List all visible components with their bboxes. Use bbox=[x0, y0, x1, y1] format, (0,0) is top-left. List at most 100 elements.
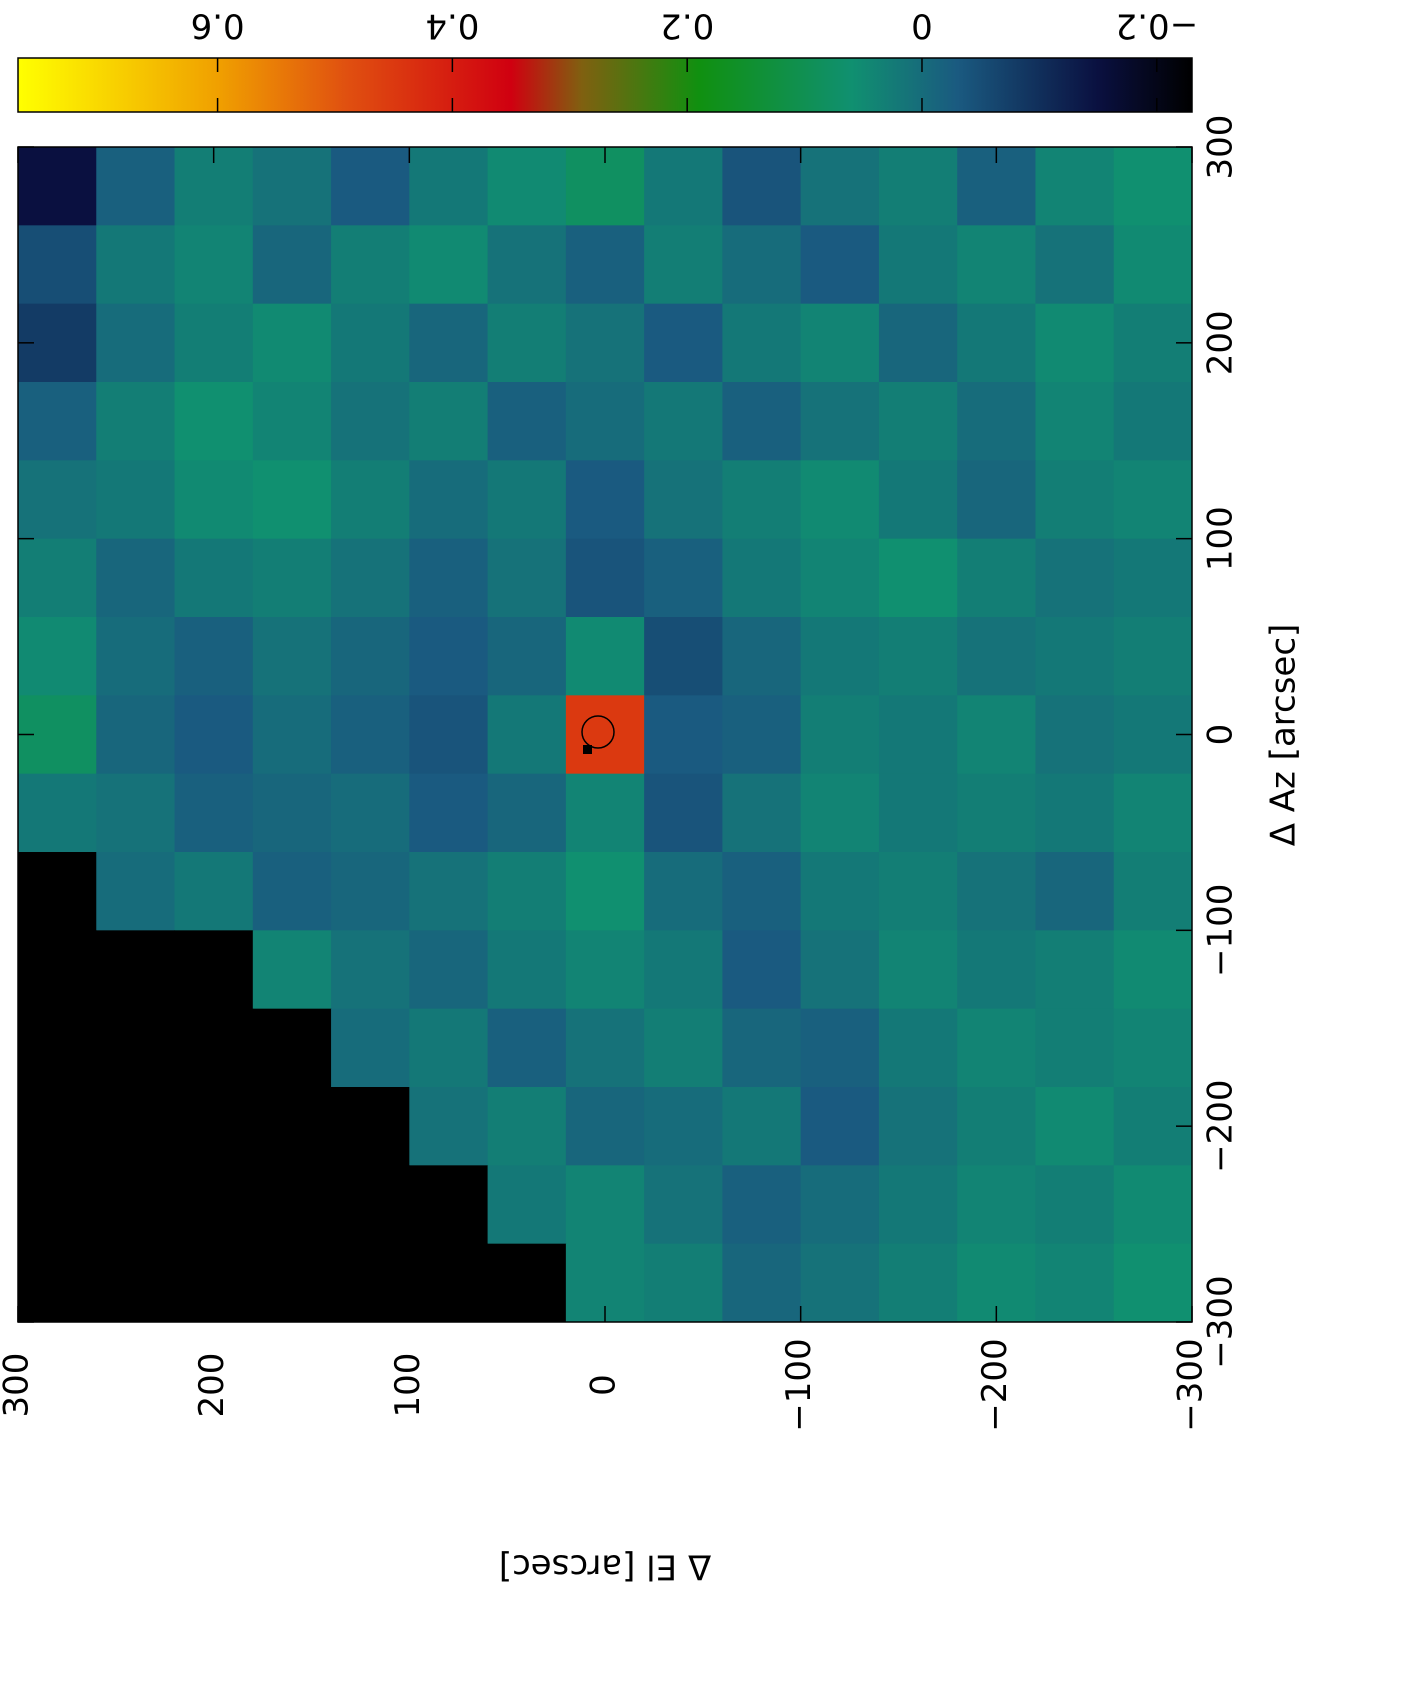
heatmap-cell bbox=[409, 773, 489, 853]
source-marker bbox=[581, 715, 615, 749]
heatmap-cell bbox=[957, 225, 1036, 305]
colorbar-tick-label: 0.6 bbox=[191, 6, 245, 46]
heatmap-cell bbox=[174, 930, 254, 1010]
x-tick-label: 200 bbox=[1201, 310, 1241, 375]
heatmap-cell bbox=[409, 538, 489, 618]
heatmap-cell bbox=[96, 460, 176, 540]
heatmap-cell bbox=[487, 695, 567, 775]
heatmap-cell bbox=[18, 147, 97, 226]
x-tick-label: −200 bbox=[1201, 1079, 1241, 1172]
heatmap-cell bbox=[878, 1243, 958, 1323]
heatmap-cell bbox=[18, 617, 97, 696]
heatmap-cell bbox=[1035, 382, 1115, 461]
heatmap-cell bbox=[174, 617, 254, 696]
heatmap-cell bbox=[252, 617, 332, 696]
heatmap-cell bbox=[565, 225, 645, 305]
heatmap-cell bbox=[409, 382, 489, 461]
heatmap-cell bbox=[174, 460, 254, 540]
heatmap-cell bbox=[722, 773, 802, 853]
heatmap-cell bbox=[409, 930, 489, 1010]
heatmap-cell bbox=[252, 1087, 332, 1166]
heatmap-cell bbox=[1113, 930, 1193, 1010]
heatmap-cell bbox=[487, 773, 567, 853]
y-tick-label: 200 bbox=[192, 1353, 232, 1418]
heatmap-cell bbox=[565, 1008, 645, 1088]
heatmap-cell bbox=[878, 147, 958, 226]
heatmap-cell bbox=[957, 695, 1036, 775]
heatmap-cell bbox=[18, 852, 97, 931]
heatmap-cell bbox=[487, 460, 567, 540]
heatmap-cell bbox=[644, 1243, 723, 1323]
heatmap-cell bbox=[1035, 1087, 1115, 1166]
heatmap-cell bbox=[487, 225, 567, 305]
heatmap-cell bbox=[96, 1165, 176, 1245]
heatmap-cell bbox=[800, 303, 880, 383]
heatmap-cell bbox=[800, 1008, 880, 1088]
heatmap-cell bbox=[252, 1165, 332, 1245]
heatmap-cell bbox=[644, 303, 723, 383]
heatmap-cell bbox=[409, 1087, 489, 1166]
heatmap-cell bbox=[957, 930, 1036, 1010]
x-axis-label: Δ Az [arcsec] bbox=[1264, 624, 1304, 847]
heatmap-cell bbox=[800, 147, 880, 226]
heatmap-cell bbox=[409, 460, 489, 540]
heatmap-cell bbox=[331, 773, 410, 853]
heatmap-cell bbox=[96, 773, 176, 853]
heatmap-cell bbox=[252, 382, 332, 461]
heatmap-cell bbox=[1113, 773, 1193, 853]
heatmap-cell bbox=[409, 1243, 489, 1323]
heatmap-cell bbox=[174, 1087, 254, 1166]
heatmap-cell bbox=[331, 382, 410, 461]
heatmap-cell bbox=[565, 1165, 645, 1245]
heatmap-cell bbox=[252, 460, 332, 540]
heatmap-cell bbox=[800, 538, 880, 618]
y-tick-label: 100 bbox=[388, 1353, 428, 1418]
heatmap-cell bbox=[722, 1165, 802, 1245]
heatmap-cell bbox=[174, 1008, 254, 1088]
heatmap-cell bbox=[1035, 460, 1115, 540]
heatmap-cell bbox=[1113, 852, 1193, 931]
heatmap-cell bbox=[1035, 773, 1115, 853]
heatmap-cell bbox=[252, 695, 332, 775]
heatmap-cell bbox=[409, 147, 489, 226]
heatmap-cell bbox=[800, 695, 880, 775]
heatmap-cell bbox=[878, 1087, 958, 1166]
heatmap-cell bbox=[957, 1008, 1036, 1088]
heatmap-cell bbox=[644, 617, 723, 696]
heatmap-cell bbox=[1113, 382, 1193, 461]
heatmap-cell bbox=[722, 303, 802, 383]
heatmap-cell bbox=[722, 225, 802, 305]
heatmap-cell bbox=[800, 1243, 880, 1323]
heatmap-cell bbox=[565, 773, 645, 853]
heatmap-cell bbox=[96, 382, 176, 461]
heatmap-cell bbox=[1113, 1165, 1193, 1245]
heatmap-cell bbox=[800, 460, 880, 540]
heatmap-cell bbox=[878, 617, 958, 696]
heatmap-cell bbox=[800, 1165, 880, 1245]
heatmap-cell bbox=[96, 147, 176, 226]
heatmap-cell bbox=[1035, 1008, 1115, 1088]
heatmap-cell bbox=[644, 1087, 723, 1166]
heatmap-cell bbox=[644, 538, 723, 618]
heatmap-cell bbox=[1035, 930, 1115, 1010]
heatmap-cell bbox=[878, 225, 958, 305]
heatmap-cell bbox=[409, 1008, 489, 1088]
heatmap-cell bbox=[96, 538, 176, 618]
heatmap-cell bbox=[565, 1087, 645, 1166]
heatmap-cell bbox=[644, 1008, 723, 1088]
heatmap-cell bbox=[174, 695, 254, 775]
heatmap-cell bbox=[252, 225, 332, 305]
heatmap-cell bbox=[96, 1087, 176, 1166]
heatmap-cell bbox=[565, 460, 645, 540]
y-tick-label: −100 bbox=[779, 1338, 819, 1431]
heatmap-cell bbox=[18, 538, 97, 618]
heatmap-cell bbox=[1035, 538, 1115, 618]
heatmap-cell bbox=[487, 617, 567, 696]
colorbar-tick-label: 0.4 bbox=[425, 6, 479, 46]
heatmap-cell bbox=[878, 1008, 958, 1088]
heatmap-cell bbox=[487, 147, 567, 226]
heatmap-cell bbox=[722, 1008, 802, 1088]
heatmap-cell bbox=[174, 303, 254, 383]
heatmap-cell bbox=[800, 773, 880, 853]
